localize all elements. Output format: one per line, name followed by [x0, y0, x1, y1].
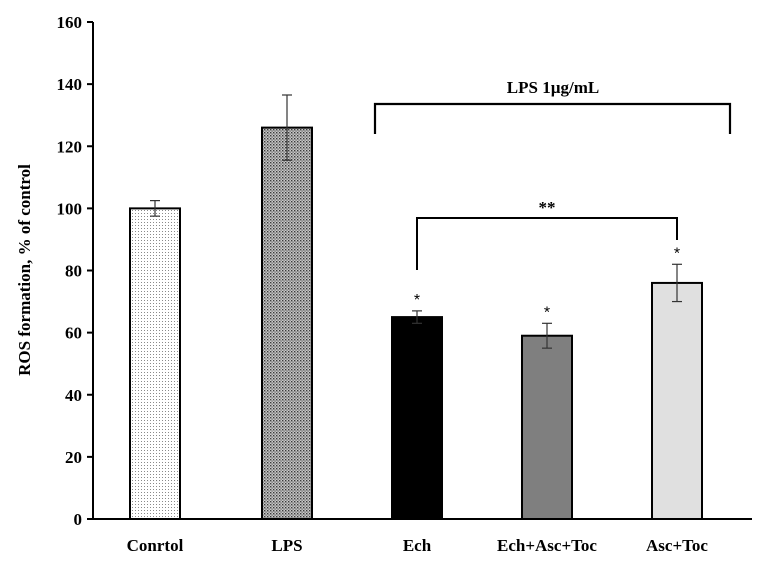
- y-tick-label: 20: [65, 448, 82, 467]
- significance-star: *: [544, 304, 550, 321]
- bar: [261, 126, 313, 521]
- y-tick-label: 80: [65, 262, 82, 281]
- y-tick-label: 140: [57, 75, 83, 94]
- group-bracket: [373, 102, 732, 134]
- x-tick-label: LPS: [271, 536, 302, 555]
- significance-star: *: [674, 245, 680, 262]
- error-bars: [150, 94, 682, 349]
- y-axis-ticks: 0 20 40 60 80 100 120 140 160: [57, 13, 93, 529]
- bars: [129, 126, 703, 521]
- y-tick-label: 160: [57, 13, 83, 32]
- brackets: [373, 102, 732, 270]
- bar: [521, 334, 573, 521]
- x-tick-label: Conrtol: [127, 536, 184, 555]
- bar: [129, 207, 181, 520]
- significance-star: *: [414, 292, 420, 309]
- y-tick-label: 0: [74, 510, 83, 529]
- comparison-bracket: [416, 217, 678, 270]
- x-tick-label: Ech: [403, 536, 432, 555]
- x-tick-label: Asc+Toc: [646, 536, 708, 555]
- group-bracket-label: LPS 1µg/mL: [507, 78, 599, 97]
- x-axis-tick-labels: Conrtol LPS Ech Ech+Asc+Toc Asc+Toc: [127, 536, 709, 555]
- bar: [651, 281, 703, 520]
- y-tick-label: 120: [57, 137, 83, 156]
- y-axis-label: ROS formation, % of control: [15, 164, 34, 376]
- comparison-label: **: [539, 198, 556, 217]
- y-tick-label: 60: [65, 324, 82, 343]
- x-tick-label: Ech+Asc+Toc: [497, 536, 597, 555]
- bar: [391, 316, 443, 520]
- significance-marks: * * *: [414, 245, 680, 321]
- y-tick-label: 100: [57, 199, 83, 218]
- y-tick-label: 40: [65, 386, 82, 405]
